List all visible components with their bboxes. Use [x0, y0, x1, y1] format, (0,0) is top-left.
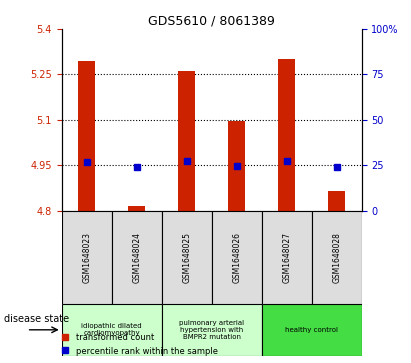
- FancyBboxPatch shape: [62, 304, 162, 356]
- FancyBboxPatch shape: [212, 211, 262, 304]
- Title: GDS5610 / 8061389: GDS5610 / 8061389: [148, 15, 275, 28]
- Text: GSM1648023: GSM1648023: [82, 232, 91, 283]
- Bar: [278, 59, 296, 211]
- Bar: [78, 61, 95, 211]
- Text: GSM1648025: GSM1648025: [182, 232, 191, 283]
- Text: GSM1648024: GSM1648024: [132, 232, 141, 283]
- FancyBboxPatch shape: [162, 211, 212, 304]
- Text: disease state: disease state: [4, 314, 69, 325]
- FancyBboxPatch shape: [62, 211, 112, 304]
- FancyBboxPatch shape: [262, 211, 312, 304]
- FancyBboxPatch shape: [112, 211, 162, 304]
- FancyBboxPatch shape: [162, 304, 262, 356]
- Text: healthy control: healthy control: [285, 327, 338, 333]
- Bar: [178, 72, 195, 211]
- Text: pulmonary arterial
hypertension with
BMPR2 mutation: pulmonary arterial hypertension with BMP…: [179, 320, 244, 340]
- Bar: [228, 121, 245, 211]
- FancyBboxPatch shape: [312, 211, 362, 304]
- Text: GSM1648027: GSM1648027: [282, 232, 291, 283]
- Legend: transformed count, percentile rank within the sample: transformed count, percentile rank withi…: [58, 330, 221, 359]
- Text: GSM1648026: GSM1648026: [232, 232, 241, 283]
- Text: idiopathic dilated
cardiomyopathy: idiopathic dilated cardiomyopathy: [81, 323, 142, 336]
- Bar: [128, 206, 145, 211]
- Bar: [328, 191, 345, 211]
- FancyBboxPatch shape: [262, 304, 362, 356]
- Text: GSM1648028: GSM1648028: [332, 232, 341, 283]
